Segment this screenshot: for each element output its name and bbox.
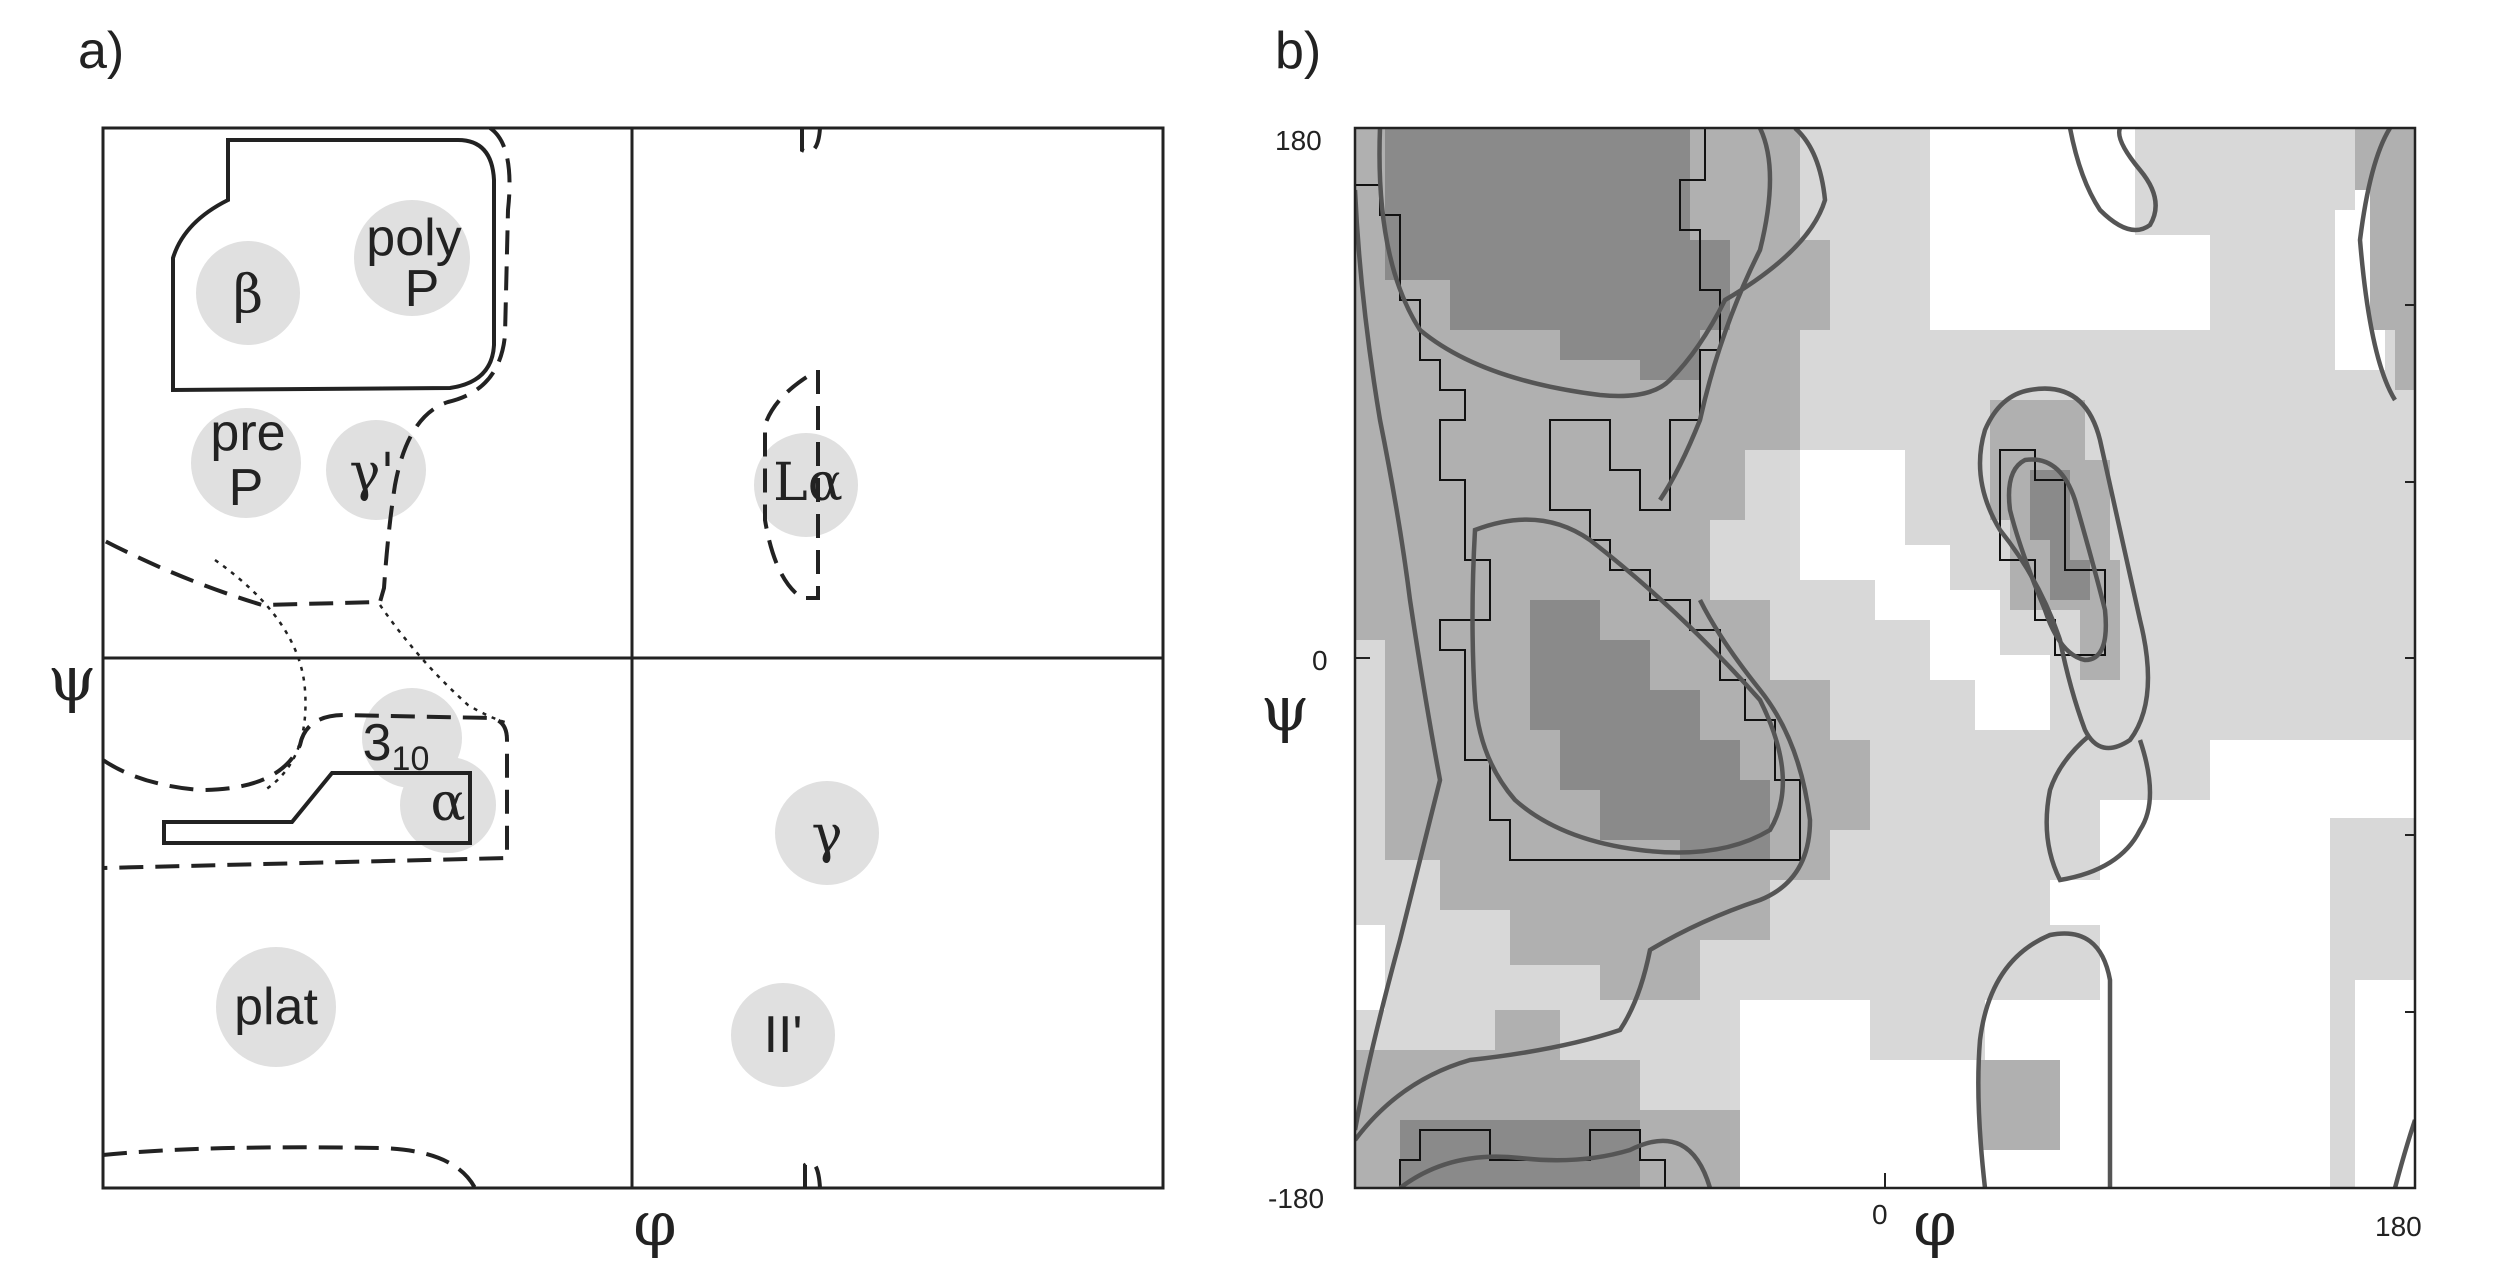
panel-b: b) [1261,22,2422,1260]
label-polyp-line1: poly [366,209,461,267]
dark-shading [1385,128,2090,1188]
white-regions [1355,128,2415,1188]
label-l-alpha: Lα [773,453,843,513]
label-ii-prime: II' [764,1006,803,1064]
panel-a-label: a) [78,22,124,80]
dotted-right-connector [378,604,506,724]
dashed-contours [101,126,822,1189]
label-prep-line1: pre [210,404,285,462]
plat-dashed-contour [102,1145,477,1189]
beta-dashed-contour [102,126,512,608]
beta-inner-contour [1377,128,1828,399]
alpha-dashed-contour [101,712,509,870]
y-tick-label-180: 180 [1275,125,1322,156]
label-plat: plat [234,978,318,1036]
gamma-contour [2044,733,2153,883]
prep-circle [191,408,301,518]
dotted-left-connector [214,558,307,792]
smooth-contours [1355,128,2415,1188]
panel-b-psi-label: ψ [1261,672,1310,745]
gamma-prime-circle [326,420,426,520]
l-alpha-circle [754,433,858,537]
left-outer-contour [1355,189,1443,1131]
medium-shade-bottom-right-island [1980,1060,2060,1150]
x-tick-label-0: 0 [1872,1199,1888,1230]
x-tick-label-neg180: -180 [1268,1183,1324,1214]
dark-shade-beta [1385,128,1730,380]
top-right-small-contour [2067,128,2158,233]
beta-circle [196,241,300,345]
top-edge-dashed-contour [800,127,822,154]
right-edge-contour [2357,128,2397,402]
white-bottom-right [2355,980,2415,1188]
dark-shade-l-alpha [2030,470,2090,600]
bottom-right-contour [1976,931,2113,1188]
panel-a: a) [48,22,1165,1260]
bottom-right-edge-contour [2392,1119,2415,1188]
l-alpha-dashed-contour [763,370,820,600]
beta-right-contour [1658,128,1773,502]
l-alpha-outer-contour [1977,386,2151,751]
x-tick-label-180: 180 [2375,1211,2422,1242]
label-alpha: α [430,773,465,833]
three-ten-subscript: 10 [392,740,430,778]
white-left-notch [1355,925,1385,1010]
panel-b-ticks [1355,127,2415,1188]
bottom-contour [1398,1138,1713,1188]
label-beta: β [233,265,263,325]
white-top-middle [1930,128,2210,330]
plat-circle [216,947,336,1067]
l-alpha-stepped-outline [1999,449,2106,656]
region-circles [191,200,879,1087]
panel-b-label: b) [1275,22,1321,80]
dotted-connectors [214,558,506,792]
panel-b-plot-area [1355,128,2415,1188]
panel-a-phi-label: φ [633,1187,676,1260]
alpha-outer-contour [1355,598,1813,1142]
three-ten-base: 3 [363,714,392,772]
y-tick-label-0: 0 [1312,645,1328,676]
gamma-circle [775,781,879,885]
label-three-ten: 310 [363,714,430,778]
white-bottom-middle [1740,925,2330,1188]
ii-prime-circle [731,983,835,1087]
panel-a-psi-label: ψ [48,642,97,715]
bottom-edge-dashed-contour [803,1160,822,1189]
dark-shade-bottom [1400,1120,1640,1188]
label-polyp-line2: P [405,260,440,318]
polyp-circle [354,200,470,316]
alpha-inner-contour [1470,517,1786,855]
panel-b-phi-label: φ [1913,1187,1956,1260]
white-center [1800,450,2050,730]
alpha-solid-contour [162,771,472,845]
alpha-beta-stepped-outline [1355,128,1801,861]
label-gamma: γ [811,805,842,865]
l-alpha-inner-contour [2006,457,2108,663]
label-prep-line2: P [229,459,264,517]
dark-shade-alpha [1530,600,1770,860]
label-gamma-prime: γ' [349,443,394,503]
beta-solid-contour [171,138,496,393]
white-right-band [2050,740,2415,925]
